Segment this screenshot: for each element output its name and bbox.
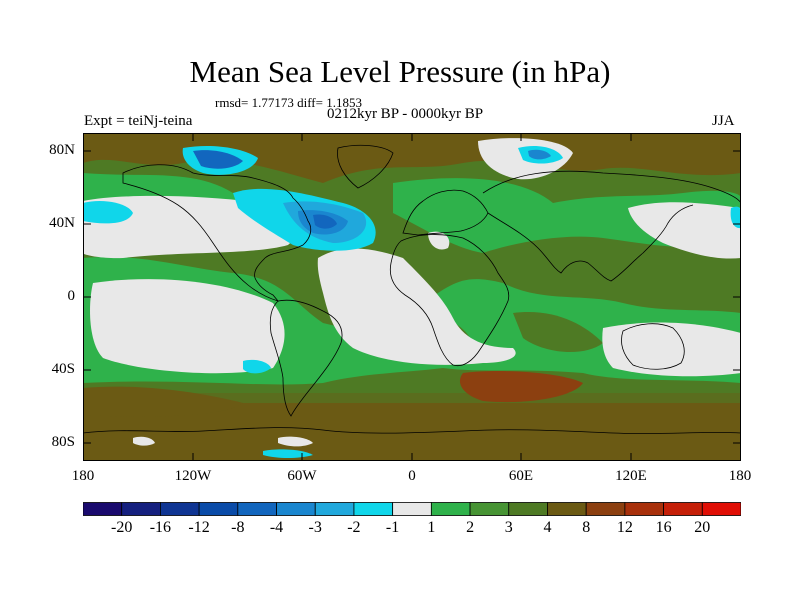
colorbar-swatch [624, 502, 664, 516]
arctic-band [83, 133, 741, 183]
lat-label-80s: 80S [51, 434, 75, 450]
coastlines [83, 144, 741, 434]
colorbar-label: -8 [231, 519, 245, 536]
colorbar-swatch [276, 502, 316, 516]
colorbar-label: -3 [308, 519, 322, 536]
colorbar-label: -20 [111, 519, 133, 536]
lon-label-60e: 60E [508, 468, 534, 484]
south-atlantic-high [459, 371, 583, 403]
colorbar-label: 2 [466, 519, 475, 536]
colorbar-swatch [430, 502, 471, 516]
lon-label-120w: 120W [174, 468, 212, 484]
colorbar-label: 16 [655, 519, 672, 536]
colorbar [83, 502, 741, 516]
plot-title: Mean Sea Level Pressure (in hPa) [189, 54, 611, 89]
colorbar-swatch [508, 502, 548, 516]
colorbar-label: -12 [188, 519, 210, 536]
colorbar-swatch [314, 502, 355, 516]
season-label: JJA [712, 113, 735, 129]
lat-label-40s: 40S [51, 361, 75, 377]
colorbar-swatch [237, 502, 277, 516]
colorbar-label: 8 [582, 519, 591, 536]
experiment-label: Expt = teiNj-teina [84, 113, 193, 129]
period-text: 0212kyr BP - 0000kyr BP [326, 106, 484, 122]
colorbar-swatch [121, 502, 161, 516]
colorbar-label: 20 [694, 519, 711, 536]
colorbar-swatch [469, 502, 510, 516]
colorbar-swatch [160, 502, 200, 516]
colorbar-label: 4 [543, 519, 552, 536]
colorbar-label: 12 [616, 519, 633, 536]
lon-label-60w: 60W [287, 468, 317, 484]
colorbar-swatch [663, 502, 703, 516]
colorbar-label: 1 [427, 519, 436, 536]
colorbar-swatch [547, 502, 587, 516]
axis-ticks [83, 133, 741, 461]
lon-label-180e: 180 [728, 468, 752, 484]
lon-label-0: 0 [408, 468, 416, 484]
atlantic-neutral [317, 248, 516, 365]
colorbar-swatch [198, 502, 239, 516]
tropical-pacific-neutral [90, 279, 285, 374]
lat-label-40n: 40N [49, 215, 75, 231]
lon-label-180w: 180 [71, 468, 95, 484]
colorbar-label: 3 [504, 519, 513, 536]
colorbar-label: -4 [269, 519, 284, 536]
colorbar-swatch [83, 502, 123, 516]
lat-label-80n: 80N [49, 142, 75, 158]
colorbar-swatch [392, 502, 432, 516]
lon-label-120e: 120E [615, 468, 647, 484]
colorbar-swatch [701, 502, 741, 516]
south-indian-neutral [602, 322, 741, 377]
pressure-map [83, 133, 741, 461]
colorbar-swatch [585, 502, 626, 516]
lat-label-0: 0 [67, 288, 76, 304]
colorbar-swatch [353, 502, 394, 516]
stats-text: rmsd= 1.77173 diff= 1.1853 [215, 95, 362, 110]
colorbar-label: -2 [347, 519, 361, 536]
colorbar-label: -16 [149, 519, 172, 536]
colorbar-label: -1 [385, 519, 400, 536]
